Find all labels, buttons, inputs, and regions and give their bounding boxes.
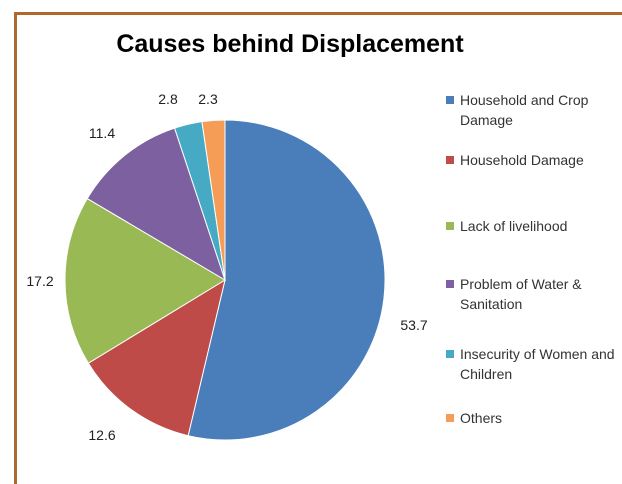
legend-item-6: Others bbox=[446, 408, 620, 428]
legend-label-6: Others bbox=[460, 410, 503, 426]
slice-value-label-2: 12.6 bbox=[88, 427, 115, 443]
legend-label-3: Lack of livelihood bbox=[460, 218, 568, 234]
slice-value-label-3: 17.2 bbox=[26, 273, 53, 289]
pie-slice-6 bbox=[201, 119, 226, 281]
legend-label-4: Problem of Water & Sanitation bbox=[460, 276, 582, 312]
legend-label-1: Household and Crop Damage bbox=[460, 92, 589, 128]
legend-label-5: Insecurity of Women and Children bbox=[460, 346, 615, 382]
pie-slice-4 bbox=[86, 127, 226, 282]
slice-value-label-1: 53.7 bbox=[400, 317, 427, 333]
pie-slice-1 bbox=[187, 119, 386, 441]
frame-border-top bbox=[14, 12, 622, 15]
slice-value-label-4: 11.4 bbox=[89, 125, 115, 141]
legend-item-5: Insecurity of Women and Children bbox=[446, 344, 620, 384]
legend-swatch-5 bbox=[446, 350, 454, 358]
legend-label-2: Household Damage bbox=[460, 152, 584, 168]
legend-item-2: Household Damage bbox=[446, 150, 620, 170]
pie-slice-2 bbox=[87, 278, 226, 437]
legend-swatch-1 bbox=[446, 96, 454, 104]
legend-item-1: Household and Crop Damage bbox=[446, 90, 620, 130]
legend-item-4: Problem of Water & Sanitation bbox=[446, 274, 620, 314]
chart-title: Causes behind Displacement bbox=[116, 30, 464, 58]
legend-swatch-6 bbox=[446, 414, 454, 422]
legend-item-3: Lack of livelihood bbox=[446, 216, 620, 236]
slice-value-label-5: 2.8 bbox=[158, 91, 178, 107]
slice-value-label-6: 2.3 bbox=[198, 91, 218, 107]
pie-slice-3 bbox=[64, 197, 226, 364]
legend-swatch-4 bbox=[446, 280, 454, 288]
frame-border-left bbox=[14, 12, 17, 484]
legend-swatch-2 bbox=[446, 156, 454, 164]
legend-swatch-3 bbox=[446, 222, 454, 230]
